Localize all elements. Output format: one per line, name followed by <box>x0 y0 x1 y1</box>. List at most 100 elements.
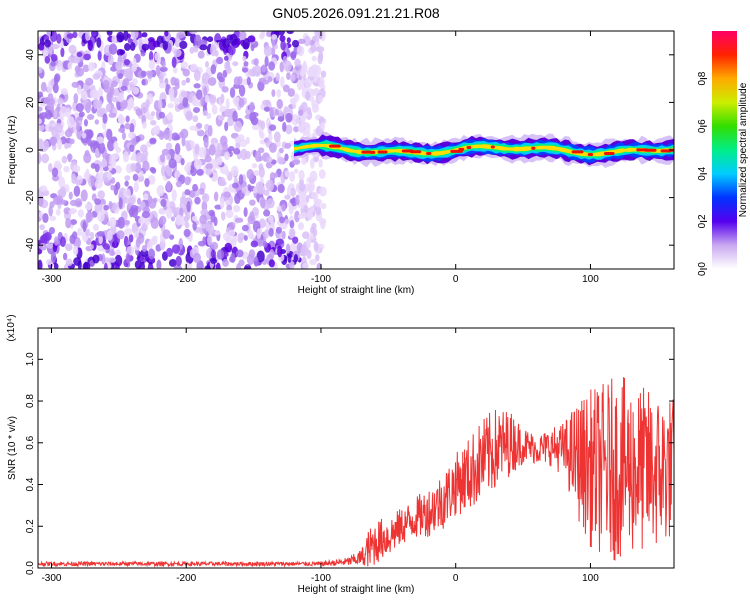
noise-blob <box>141 32 148 38</box>
noise-blob <box>55 195 64 205</box>
noise-blob <box>183 215 189 223</box>
noise-blob <box>286 71 291 80</box>
noise-blob <box>224 121 229 132</box>
noise-blob <box>38 152 42 164</box>
noise-blob <box>216 56 224 65</box>
noise-blob <box>229 87 236 98</box>
noise-blob <box>207 124 213 137</box>
noise-blob <box>318 169 326 179</box>
noise-blob <box>92 73 101 80</box>
noise-blob <box>202 110 209 117</box>
noise-blob <box>267 215 274 223</box>
noise-blob <box>174 142 181 155</box>
noise-blob <box>43 96 50 105</box>
noise-blob <box>83 119 89 127</box>
noise-blob <box>97 190 105 200</box>
noise-blob <box>200 209 206 216</box>
noise-blob <box>193 83 201 89</box>
noise-blob <box>132 57 137 69</box>
noise-blob <box>39 185 48 192</box>
noise-blob <box>271 34 278 40</box>
noise-blob <box>65 258 73 267</box>
noise-blob <box>128 208 136 216</box>
noise-blob <box>87 129 93 140</box>
noise-blob <box>301 231 310 239</box>
noise-blob <box>269 106 274 119</box>
noise-blob <box>238 98 245 108</box>
noise-blob <box>142 121 147 129</box>
noise-blob <box>129 122 135 134</box>
noise-blob <box>192 221 197 231</box>
noise-blob <box>73 185 81 197</box>
noise-blob <box>290 187 296 197</box>
noise-blob <box>90 89 98 99</box>
noise-blob <box>289 171 296 182</box>
noise-blob <box>51 43 60 50</box>
noise-blob <box>301 212 308 219</box>
noise-blob <box>102 79 110 89</box>
noise-blob <box>232 110 238 122</box>
noise-blob <box>276 31 286 36</box>
noise-blob <box>275 72 280 82</box>
noise-blob <box>55 208 61 216</box>
noise-blob <box>161 60 166 68</box>
noise-blob <box>62 252 68 261</box>
x-tick-label: 0 <box>453 573 459 584</box>
noise-blob <box>106 91 113 104</box>
noise-blob <box>76 84 82 95</box>
noise-blob <box>239 31 247 41</box>
noise-blob <box>106 31 113 36</box>
noise-blob <box>140 101 149 113</box>
noise-blob <box>279 35 286 42</box>
noise-blob <box>176 31 185 39</box>
noise-blob <box>59 186 67 198</box>
noise-blob <box>128 131 136 139</box>
noise-blob <box>98 86 103 99</box>
noise-blob <box>233 147 241 155</box>
noise-blob <box>174 170 181 178</box>
noise-blob <box>74 198 83 208</box>
noise-blob <box>170 216 175 222</box>
noise-blob <box>220 211 226 221</box>
noise-blob <box>94 198 101 205</box>
snr-exponent-label: (x10⁴) <box>6 314 17 341</box>
noise-blob <box>241 224 249 232</box>
noise-blob <box>208 209 215 217</box>
noise-blob <box>134 260 142 269</box>
noise-blob <box>268 61 276 71</box>
noise-blob <box>224 242 233 253</box>
noise-blob <box>158 208 165 215</box>
noise-blob <box>64 142 69 150</box>
noise-blob <box>64 129 73 138</box>
noise-blob <box>173 48 182 58</box>
noise-blob <box>267 76 273 83</box>
noise-blob <box>290 74 296 82</box>
noise-blob <box>204 94 210 104</box>
noise-blob <box>85 228 91 237</box>
noise-blob <box>141 223 148 232</box>
signal-peak <box>603 151 615 155</box>
noise-blob <box>188 93 193 104</box>
noise-blob <box>38 259 43 269</box>
noise-blob <box>65 217 72 229</box>
noise-blob <box>52 83 59 94</box>
noise-blob <box>253 187 258 194</box>
noise-blob <box>289 220 295 229</box>
noise-blob <box>214 230 221 236</box>
noise-blob <box>73 257 82 266</box>
noise-blob <box>259 132 265 139</box>
noise-blob <box>159 215 167 225</box>
noise-blob <box>189 31 198 35</box>
noise-blob <box>263 45 272 57</box>
noise-blob <box>72 165 81 173</box>
noise-blob <box>199 214 208 225</box>
colorbar-ticks: 0.0 0.2 0.4 0.6 0.8 <box>697 71 708 276</box>
noise-blob <box>228 229 236 237</box>
noise-blob <box>48 205 53 217</box>
x-tick-label: -100 <box>311 573 331 584</box>
noise-blob <box>289 260 295 269</box>
noise-blob <box>237 237 244 244</box>
noise-blob <box>207 234 213 247</box>
noise-blob <box>162 229 171 239</box>
noise-blob <box>300 244 308 257</box>
